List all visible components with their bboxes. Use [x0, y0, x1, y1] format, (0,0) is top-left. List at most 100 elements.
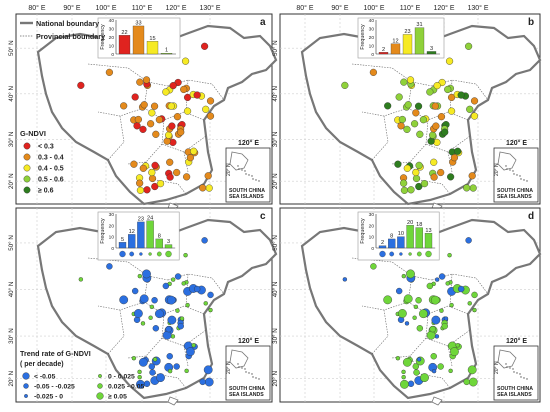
island-dot	[255, 179, 257, 181]
station-marker	[169, 82, 177, 90]
histogram-bar	[406, 225, 414, 249]
histogram-bar	[378, 245, 387, 249]
lat-label: 20° N	[8, 173, 15, 189]
station-marker	[165, 325, 172, 333]
histogram-ylabel: Frequency	[360, 218, 366, 244]
trend-legend-label: 0 - 0.025	[108, 374, 135, 381]
station-marker	[463, 378, 470, 386]
island-dot	[506, 366, 508, 368]
inset-region-label: SEA ISLANDS	[229, 194, 264, 200]
inset-coastline	[497, 349, 517, 369]
station-marker	[432, 122, 440, 130]
station-marker	[401, 369, 406, 375]
trend-legend-swatch	[96, 392, 104, 400]
island-dot	[251, 373, 253, 375]
histogram-tick-label: 40	[109, 18, 115, 24]
station-marker	[186, 154, 195, 162]
island-dot	[516, 372, 518, 374]
station-marker	[472, 307, 477, 313]
island-dot	[513, 371, 515, 373]
station-marker	[106, 263, 113, 270]
lon-label-left: 80° E	[28, 4, 46, 12]
histogram-value-label: 2	[382, 47, 385, 53]
station-marker	[401, 273, 407, 279]
island-dot	[241, 367, 243, 369]
lon-label-left: 100° E	[95, 4, 116, 12]
histogram-size-symbol	[139, 252, 143, 256]
station-marker	[400, 379, 409, 389]
station-marker	[167, 315, 177, 325]
lat-label: 40° N	[272, 282, 279, 298]
station-marker	[119, 295, 129, 305]
station-marker	[447, 93, 456, 102]
station-marker	[427, 137, 435, 145]
station-marker	[204, 172, 212, 180]
station-marker	[136, 78, 144, 86]
station-marker	[402, 357, 412, 367]
station-marker	[383, 295, 393, 305]
inset-region-label: SEA ISLANDS	[229, 392, 264, 398]
station-marker	[140, 101, 148, 109]
station-marker	[148, 363, 155, 370]
station-marker	[403, 294, 413, 304]
station-marker	[400, 186, 409, 194]
station-marker	[204, 377, 214, 387]
inset-region-label: SOUTH CHINA	[229, 386, 265, 392]
station-marker	[450, 154, 459, 162]
lat-label: 30° N	[272, 132, 279, 148]
island-dot	[505, 165, 507, 167]
station-marker	[162, 330, 172, 340]
station-marker	[370, 263, 377, 270]
panel-letter: b	[528, 17, 534, 28]
histogram-bar	[397, 236, 405, 249]
histogram-tick-label: 0	[371, 52, 374, 58]
station-marker	[469, 184, 477, 192]
station-marker	[149, 304, 155, 310]
station-marker	[173, 113, 182, 121]
station-marker	[134, 115, 142, 124]
station-marker	[202, 105, 210, 113]
histogram-value-label: 3	[167, 239, 170, 245]
station-marker	[206, 112, 215, 120]
histogram-value-label: 31	[416, 22, 422, 28]
island-dot	[245, 173, 247, 175]
station-marker	[415, 161, 423, 169]
histogram-bar	[415, 227, 423, 249]
histogram-value-label: 13	[425, 228, 431, 234]
top-lon-axis: 80° E 80° E 90° E 90° E 100° E 100° E 110° E 11…	[28, 4, 488, 12]
station-marker	[173, 168, 181, 177]
station-marker	[208, 307, 213, 313]
station-marker	[183, 252, 188, 258]
trend-legend-swatch	[24, 394, 28, 398]
station-marker	[431, 368, 437, 374]
inset-frame	[493, 147, 539, 203]
station-marker	[105, 68, 114, 76]
station-marker	[162, 88, 170, 96]
station-marker	[130, 160, 138, 168]
station-marker	[185, 302, 190, 308]
inset-lat-label: 20° N	[226, 361, 232, 374]
lon-label-right: 80° E	[296, 4, 314, 12]
histogram-tick-label: 30	[369, 212, 375, 218]
station-marker	[201, 237, 208, 244]
histogram-size-symbol	[119, 250, 126, 258]
histogram-size-symbol	[156, 251, 162, 257]
station-marker	[411, 120, 419, 128]
station-marker	[454, 147, 462, 155]
inset-region-label: SOUTH CHINA	[229, 188, 265, 194]
station-marker	[177, 128, 185, 136]
station-marker	[142, 269, 151, 279]
inset-coastline	[497, 151, 517, 171]
island-dot	[252, 376, 254, 378]
station-marker	[437, 168, 445, 177]
station-marker	[395, 93, 403, 101]
lat-label: 30° N	[8, 132, 15, 148]
trend-legend-label: -0.05 - -0.025	[34, 384, 75, 391]
station-marker	[174, 273, 182, 280]
trend-legend: Trend rate of G-NDVI ( per decade) < -0.05…	[20, 349, 144, 401]
station-marker	[166, 158, 174, 166]
island-dot	[512, 368, 514, 370]
